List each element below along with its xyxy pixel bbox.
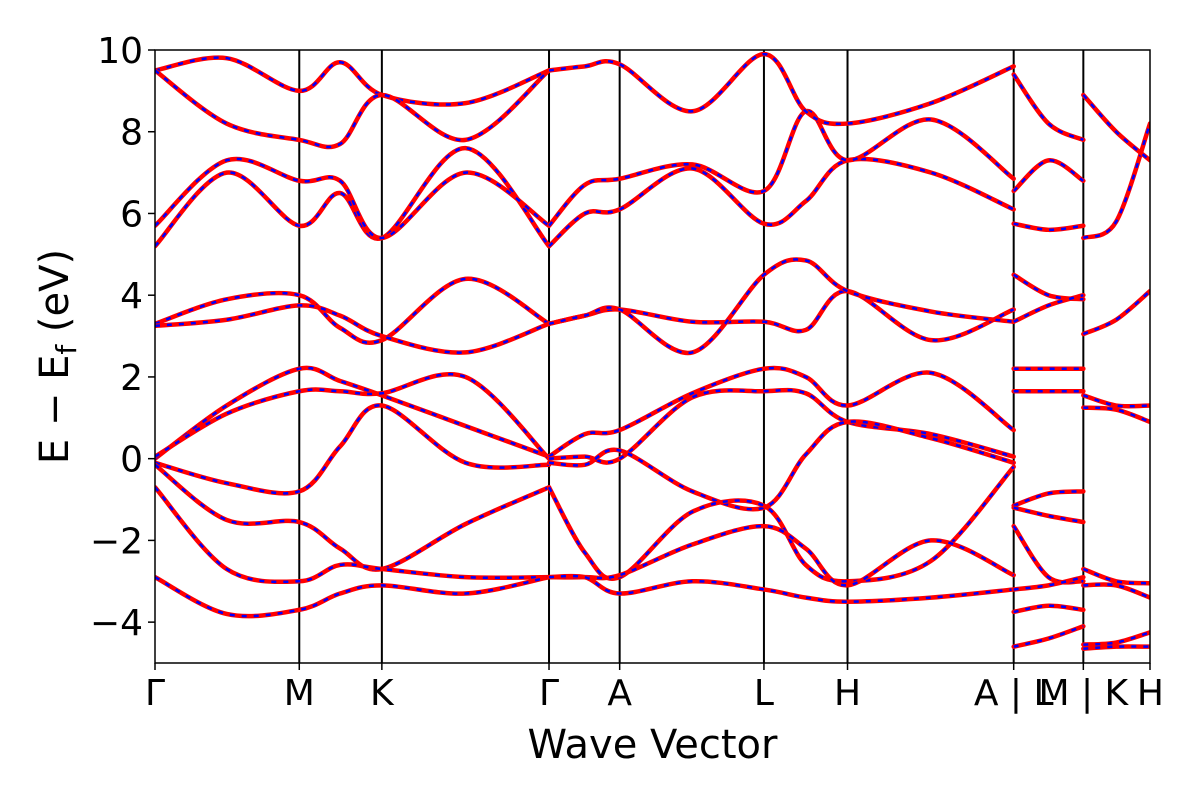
x-tick-label: K	[370, 673, 395, 714]
band-line	[155, 371, 552, 461]
band-line-overlay	[548, 258, 1014, 355]
band-line-overlay	[1013, 294, 1084, 323]
band-line	[1011, 221, 1086, 233]
x-tick-label: A	[607, 673, 632, 714]
band-line	[546, 365, 1016, 459]
y-tick-label: 8	[120, 113, 143, 154]
x-tick-label: M	[284, 673, 315, 714]
band-line-overlay	[155, 404, 550, 495]
band-line	[1081, 582, 1150, 600]
kpoint-lines	[298, 50, 1085, 663]
band-line	[1011, 158, 1086, 194]
band-line	[1081, 288, 1150, 337]
band-line-overlay	[155, 366, 550, 460]
band-line-overlay	[155, 277, 550, 344]
y-tick-label: −2	[90, 521, 143, 562]
band-line-overlay	[548, 420, 1015, 511]
band-line-overlay	[1012, 73, 1084, 142]
y-tick-label: 4	[120, 276, 143, 317]
x-tick-label: L	[754, 673, 774, 714]
y-axis-label-main: E − E	[32, 355, 78, 465]
band-line-overlay	[1082, 123, 1150, 240]
band-line-overlay	[1082, 567, 1150, 585]
y-axis-label-unit: (eV)	[32, 249, 78, 345]
band-line	[155, 574, 552, 619]
band-line-overlay	[1013, 625, 1084, 648]
plot-frame	[154, 49, 1151, 664]
band-line-overlay	[547, 466, 1015, 583]
band-line	[155, 276, 552, 345]
band-line-overlay	[1013, 575, 1084, 591]
y-axis-label-subscript: f	[50, 344, 83, 355]
band-line-overlay	[155, 575, 550, 618]
band-line	[155, 485, 552, 585]
band-line	[1011, 523, 1086, 585]
band-line-overlay	[155, 146, 550, 248]
band-line-overlay	[1013, 506, 1084, 524]
band-line	[155, 462, 552, 572]
band-curves	[155, 51, 1150, 651]
band-line-overlay	[155, 69, 550, 149]
x-tick-label: H	[1137, 673, 1164, 714]
band-line-overlay	[1083, 631, 1150, 646]
band-line	[155, 156, 552, 241]
x-axis-label: Wave Vector	[528, 722, 779, 768]
band-line	[155, 303, 552, 355]
band-line-overlay	[1012, 525, 1084, 584]
band-line-overlay	[548, 574, 1014, 603]
x-tick-label: Γ	[539, 673, 559, 714]
band-line	[1011, 603, 1086, 615]
band-line	[155, 365, 552, 461]
band-line-overlay	[1013, 273, 1084, 301]
y-tick-label: 6	[120, 194, 143, 235]
band-line-overlay	[1012, 159, 1085, 192]
band-line-overlay	[155, 157, 550, 240]
band-line-overlay	[548, 52, 1015, 126]
band-line	[1081, 405, 1150, 425]
y-tick-label: 10	[97, 31, 143, 72]
y-tick-label: −4	[90, 603, 143, 644]
band-line-overlay	[548, 157, 1015, 248]
band-line	[155, 68, 552, 150]
band-line-overlay	[549, 524, 1015, 587]
band-line-overlay	[548, 110, 1015, 227]
band-line-overlay	[548, 388, 1015, 464]
band-line	[155, 55, 552, 107]
x-tick-label: Γ	[145, 673, 165, 714]
band-line	[1081, 393, 1150, 409]
band-line	[1011, 72, 1086, 143]
band-line-overlay	[1013, 490, 1084, 507]
y-tick-label: 0	[120, 440, 143, 481]
band-line-overlay	[1082, 394, 1150, 408]
y-axis-ticks: −4 −2 0 2 4 6 8 10	[90, 31, 155, 644]
y-tick-label: 2	[120, 358, 143, 399]
band-line-overlay	[155, 56, 550, 106]
band-line-overlay	[1013, 604, 1084, 614]
x-tick-label: M | K	[1038, 673, 1129, 714]
band-line-overlay	[1083, 583, 1150, 599]
x-tick-label: A | L	[974, 673, 1054, 714]
band-line-overlay	[1013, 222, 1084, 232]
y-axis-label: E − Ef (eV)	[32, 249, 83, 464]
band-line	[1081, 630, 1150, 647]
band-line	[1081, 644, 1150, 651]
band-line	[1081, 566, 1150, 586]
x-tick-label: H	[834, 673, 861, 714]
band-line-overlay	[1082, 94, 1150, 162]
band-line-overlay	[155, 486, 550, 584]
band-line-overlay	[1083, 406, 1150, 424]
